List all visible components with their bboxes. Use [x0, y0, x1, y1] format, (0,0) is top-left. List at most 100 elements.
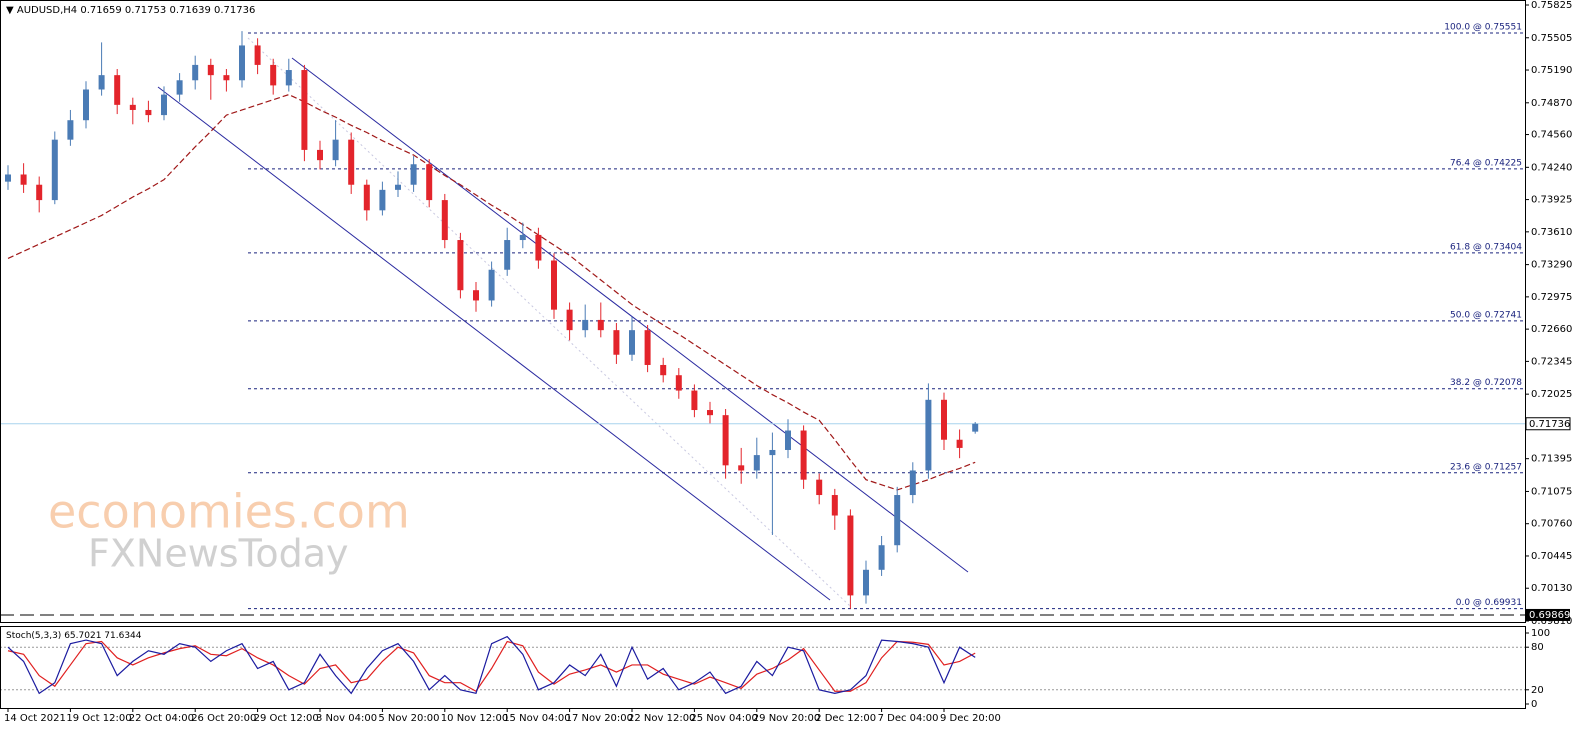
y-tick-label: 0.71395	[1531, 454, 1572, 465]
x-tick-label: 3 Nov 04:00	[316, 713, 377, 724]
x-tick-label: 10 Nov 12:00	[441, 713, 508, 724]
current-price-label: 0.71736	[1529, 419, 1570, 430]
y-tick-label: 0.72345	[1531, 356, 1572, 367]
stoch-header: Stoch(5,3,3) 65.7021 71.6344	[6, 631, 142, 641]
stoch-y-tick-label: 0	[1531, 699, 1537, 710]
candle-body	[161, 94, 167, 116]
candle-body	[67, 120, 74, 140]
x-tick-label: 29 Oct 12:00	[254, 713, 319, 724]
candle-body	[207, 64, 214, 76]
stoch-frame	[0, 626, 1526, 709]
watermark-economies: economies.com	[48, 485, 410, 539]
candle-body	[707, 410, 713, 416]
candle-body	[395, 184, 401, 190]
candle-body	[348, 139, 355, 185]
candle-body	[285, 70, 292, 86]
watermark-fxnewstoday: FXNewsToday	[88, 532, 348, 576]
stoch-signal-last: 71.6344	[104, 631, 141, 641]
candle-body	[972, 423, 979, 432]
bottom-level-label: 0.69869	[1529, 610, 1570, 621]
y-tick-label: 0.73925	[1531, 195, 1572, 206]
header-open: 0.71659	[80, 5, 121, 16]
chart-header: ▼ AUDUSD,H4 0.71659 0.71753 0.71639 0.71…	[6, 5, 255, 16]
main-frame	[0, 0, 1526, 623]
bottom-level-box	[1526, 608, 1570, 621]
candle-body	[488, 269, 495, 301]
header-low: 0.71639	[169, 5, 210, 16]
y-tick-label: 0.75190	[1531, 65, 1572, 76]
fib-label: 76.4 @ 0.74225	[1450, 158, 1522, 168]
y-tick-label: 0.75505	[1531, 33, 1572, 44]
candle-body	[894, 495, 901, 546]
candle-body	[722, 415, 729, 466]
x-tick-label: 26 Oct 20:00	[191, 713, 256, 724]
candle-body	[785, 430, 791, 450]
candle-body	[738, 465, 745, 471]
channel-lower	[157, 86, 831, 601]
candle-body	[129, 104, 136, 110]
candle-body	[597, 319, 604, 331]
x-tick-label: 9 Dec 20:00	[940, 713, 1001, 724]
fib-label: 100.0 @ 0.75551	[1444, 23, 1522, 33]
candle-body	[660, 364, 667, 376]
candle-body	[613, 330, 620, 355]
candle-body	[441, 200, 448, 241]
y-tick-label: 0.70130	[1531, 583, 1572, 594]
fib-label: 0.0 @ 0.69931	[1456, 598, 1522, 608]
candle-body	[5, 174, 11, 182]
candle-body	[925, 399, 932, 471]
stoch-y-tick-label: 20	[1531, 685, 1544, 696]
stoch-main	[7, 635, 976, 695]
x-tick-label: 22 Oct 04:00	[129, 713, 194, 724]
candle-body	[363, 184, 370, 211]
candle-body	[176, 80, 183, 95]
y-tick-label: 0.72975	[1531, 292, 1572, 303]
stoch-y-tick-label: 100	[1531, 628, 1550, 639]
watermark: economies.com FXNewsToday	[48, 485, 410, 576]
candle-body	[909, 470, 916, 496]
fib-label: 50.0 @ 0.72741	[1450, 310, 1522, 320]
y-tick-label: 0.75825	[1531, 0, 1572, 11]
candle-body	[956, 439, 963, 448]
candle-body	[83, 89, 89, 121]
candle-body	[254, 45, 261, 65]
candle-body	[566, 309, 573, 331]
x-tick-label: 29 Nov 20:00	[753, 713, 820, 724]
plot: 0.75825 0.75505 0.75190 0.74870 0.74560 0.742…	[0, 0, 1572, 724]
candle-body	[582, 319, 589, 331]
candle-body	[20, 174, 27, 185]
stoch-title: Stoch(5,3,3)	[6, 631, 61, 641]
candle-body	[114, 75, 121, 105]
fib-label: 23.6 @ 0.71257	[1450, 462, 1522, 472]
x-tick-label: 25 Nov 04:00	[690, 713, 757, 724]
candle-body	[753, 455, 760, 471]
channel-upper	[291, 57, 969, 573]
candle-body	[270, 64, 277, 86]
candle-body	[535, 234, 542, 261]
y-tick-label: 0.74870	[1531, 98, 1572, 109]
x-tick-label: 14 Oct 2021	[4, 713, 66, 724]
candle-body	[426, 164, 433, 201]
y-tick-label: 0.74560	[1531, 130, 1572, 141]
candle-body	[675, 375, 682, 391]
candle-body	[800, 430, 807, 480]
candle-body	[51, 139, 58, 201]
candle-body	[847, 515, 854, 596]
candle-body	[863, 569, 869, 596]
candle-body	[145, 109, 152, 116]
x-tick-label: 7 Dec 04:00	[878, 713, 939, 724]
candle-body	[878, 545, 885, 570]
candle-body	[691, 390, 698, 411]
y-tick-label: 0.73610	[1531, 227, 1572, 238]
moving-average	[7, 93, 976, 491]
candle-body	[317, 149, 323, 161]
candle-body	[223, 75, 230, 81]
y-tick-label: 0.70760	[1531, 519, 1572, 530]
candle-body	[239, 45, 245, 81]
candle-body	[551, 260, 557, 310]
x-tick-label: 15 Nov 04:00	[503, 713, 570, 724]
fib-label: 61.8 @ 0.73404	[1450, 242, 1522, 252]
candle-body	[504, 240, 511, 270]
